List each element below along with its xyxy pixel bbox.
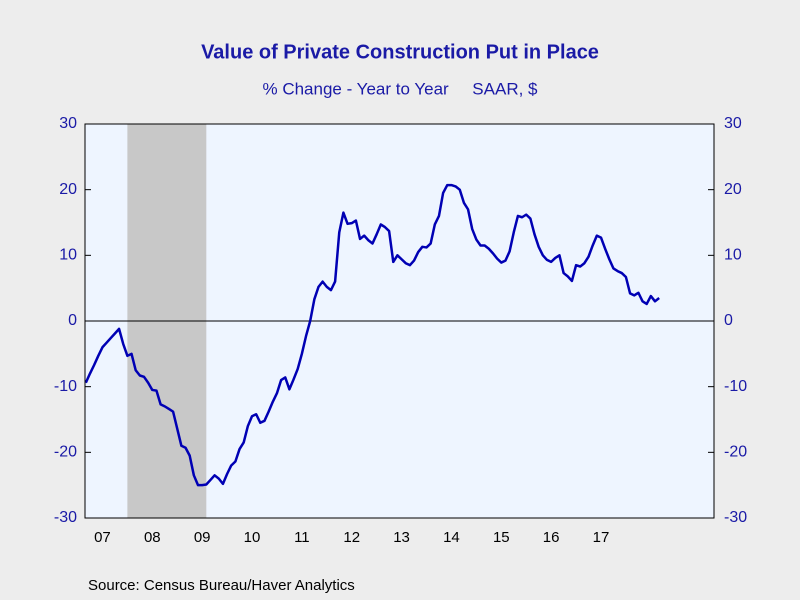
y-tick-label: 0 [68,312,77,329]
y-tick-label: -20 [54,444,77,461]
x-tick-label: 08 [144,529,161,546]
x-tick-label: 10 [244,529,261,546]
x-tick-label: 15 [493,529,510,546]
x-tick-label: 11 [294,529,310,546]
x-tick-label: 09 [194,529,211,546]
y-tick-label: 10 [59,247,77,264]
y2-tick-label: -20 [724,444,747,461]
x-tick-label: 14 [443,529,460,546]
chart-title: Value of Private Construction Put in Pla… [201,41,599,63]
x-tick-label: 07 [94,529,111,546]
y2-tick-label: 30 [724,115,742,132]
y-tick-label: 30 [59,115,77,132]
x-tick-label: 13 [393,529,410,546]
chart-subtitle: % Change - Year to Year SAAR, $ [262,79,538,98]
x-tick-label: 16 [543,529,560,546]
y-tick-label: -30 [54,509,77,526]
y2-tick-label: 0 [724,312,733,329]
y2-tick-label: -30 [724,509,747,526]
y2-tick-label: -10 [724,378,747,395]
plot-border [84,123,715,519]
x-tick-label: 12 [343,529,360,546]
data-line [84,183,660,487]
source-note: Source: Census Bureau/Haver Analytics [88,577,355,594]
y-tick-label: 20 [59,181,77,198]
y-tick-label: -10 [54,378,77,395]
y2-tick-label: 20 [724,181,742,198]
x-tick-label: 17 [593,529,610,546]
y2-tick-label: 10 [724,247,742,264]
